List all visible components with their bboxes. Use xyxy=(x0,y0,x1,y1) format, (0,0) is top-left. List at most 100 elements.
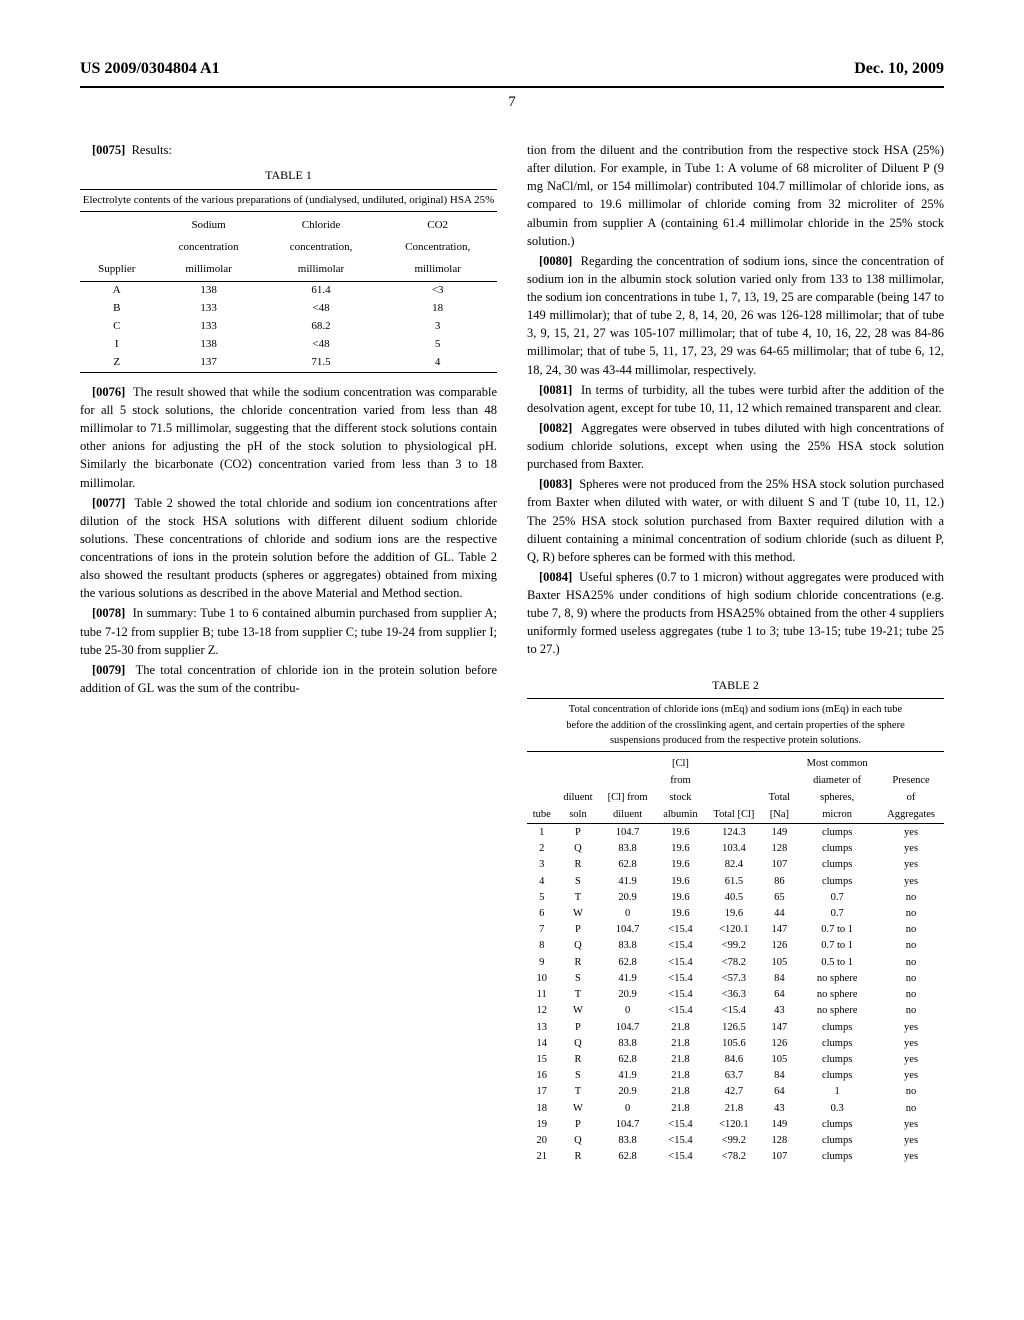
table-cell: <99.2 xyxy=(705,1133,762,1149)
table-cell: P xyxy=(556,1019,599,1035)
table-cell: Q xyxy=(556,1035,599,1051)
table-cell: 65 xyxy=(763,889,797,905)
table-cell: C xyxy=(80,318,154,336)
table-cell: 128 xyxy=(763,1133,797,1149)
table-cell: <48 xyxy=(264,300,379,318)
table-cell: 0.7 to 1 xyxy=(796,922,878,938)
table1-subcaption: Electrolyte contents of the various prep… xyxy=(80,189,497,213)
table-cell: 107 xyxy=(763,857,797,873)
table-cell: 6 xyxy=(527,906,556,922)
table-cell: <15.4 xyxy=(705,1003,762,1019)
table-cell: 104.7 xyxy=(599,922,655,938)
columns-container: [0075] Results: TABLE 1 Electrolyte cont… xyxy=(80,141,944,1165)
table-cell: 21.8 xyxy=(656,1019,705,1035)
table-cell: 86 xyxy=(763,873,797,889)
para-0077: [0077] Table 2 showed the total chloride… xyxy=(80,494,497,603)
table1-header-row2: concentration concentration, Concentrati… xyxy=(80,237,497,259)
table2-body: 1P104.719.6124.3149clumpsyes2Q83.819.610… xyxy=(527,824,944,1165)
table-cell: T xyxy=(556,1084,599,1100)
table-cell: 11 xyxy=(527,987,556,1003)
para-0084: [0084] Useful spheres (0.7 to 1 micron) … xyxy=(527,568,944,659)
table-cell: B xyxy=(80,300,154,318)
table-cell: yes xyxy=(878,1133,944,1149)
table-cell: 84 xyxy=(763,1068,797,1084)
table-cell: 63.7 xyxy=(705,1068,762,1084)
table-cell: clumps xyxy=(796,824,878,841)
table-cell: yes xyxy=(878,1019,944,1035)
para-0079: [0079] The total concentration of chlori… xyxy=(80,661,497,697)
table-row: 15R62.821.884.6105clumpsyes xyxy=(527,1051,944,1067)
table-cell: P xyxy=(556,922,599,938)
header-left: US 2009/0304804 A1 xyxy=(80,60,220,78)
para-0082-text: Aggregates were observed in tubes dilute… xyxy=(527,421,944,471)
table-cell: 17 xyxy=(527,1084,556,1100)
table-cell: 0.7 xyxy=(796,889,878,905)
table-cell: 105 xyxy=(763,1051,797,1067)
page-number: 7 xyxy=(80,94,944,111)
table-cell: clumps xyxy=(796,1035,878,1051)
table-row: 1P104.719.6124.3149clumpsyes xyxy=(527,824,944,841)
para-0080: [0080] Regarding the concentration of so… xyxy=(527,252,944,379)
table-cell: 61.4 xyxy=(264,282,379,300)
para-0084-text: Useful spheres (0.7 to 1 micron) without… xyxy=(527,570,944,657)
table-cell: 126 xyxy=(763,938,797,954)
table-cell: 15 xyxy=(527,1051,556,1067)
table-cell: clumps xyxy=(796,841,878,857)
table-row: B133<4818 xyxy=(80,300,497,318)
table-cell: 68.2 xyxy=(264,318,379,336)
table-cell: 41.9 xyxy=(599,873,655,889)
table-cell: no xyxy=(878,970,944,986)
table-cell: 0.7 to 1 xyxy=(796,938,878,954)
table-cell: yes xyxy=(878,1116,944,1132)
table-cell: 107 xyxy=(763,1149,797,1165)
table-cell: 19 xyxy=(527,1116,556,1132)
table-cell: 20.9 xyxy=(599,889,655,905)
table1-body: A13861.4<3B133<4818C13368.23I138<485Z137… xyxy=(80,282,497,373)
table-cell: no xyxy=(878,1100,944,1116)
table-cell: <15.4 xyxy=(656,987,705,1003)
table-cell: no xyxy=(878,889,944,905)
table-cell: <15.4 xyxy=(656,1149,705,1165)
table-cell: 9 xyxy=(527,954,556,970)
table-cell: yes xyxy=(878,1051,944,1067)
table-row: 14Q83.821.8105.6126clumpsyes xyxy=(527,1035,944,1051)
table-cell: 104.7 xyxy=(599,1116,655,1132)
para-0079-text: The total concentration of chloride ion … xyxy=(80,663,497,695)
table-cell: <36.3 xyxy=(705,987,762,1003)
table-row: 19P104.7<15.4<120.1149clumpsyes xyxy=(527,1116,944,1132)
table-cell: <15.4 xyxy=(656,1116,705,1132)
table-cell: 40.5 xyxy=(705,889,762,905)
table-cell: <15.4 xyxy=(656,922,705,938)
table-cell: 19.6 xyxy=(656,873,705,889)
table-cell: 147 xyxy=(763,1019,797,1035)
table-cell: yes xyxy=(878,1068,944,1084)
para-0081-text: In terms of turbidity, all the tubes wer… xyxy=(527,383,944,415)
table-cell: 0 xyxy=(599,906,655,922)
table-cell: <120.1 xyxy=(705,1116,762,1132)
table-cell: 83.8 xyxy=(599,1133,655,1149)
table1-header-row3: Supplier millimolar millimolar millimola… xyxy=(80,259,497,281)
para-0080-text: Regarding the concentration of sodium io… xyxy=(527,254,944,377)
table-cell: 82.4 xyxy=(705,857,762,873)
table-cell: 19.6 xyxy=(656,824,705,841)
table-row: I138<485 xyxy=(80,336,497,354)
table2-subcaption1: Total concentration of chloride ions (mE… xyxy=(527,698,944,718)
table2-header-r1: [Cl] Most common xyxy=(527,755,944,772)
table2-header-r4: tube soln diluent albumin Total [Cl] [Na… xyxy=(527,806,944,824)
table-row: 2Q83.819.6103.4128clumpsyes xyxy=(527,841,944,857)
table-cell: 19.6 xyxy=(656,906,705,922)
para-0075-text: Results: xyxy=(132,143,172,157)
table-cell: no xyxy=(878,954,944,970)
table-cell: R xyxy=(556,1149,599,1165)
table-cell: 104.7 xyxy=(599,1019,655,1035)
table-cell: 1 xyxy=(527,824,556,841)
table-cell: 41.9 xyxy=(599,970,655,986)
header-divider xyxy=(80,86,944,88)
table-cell: 62.8 xyxy=(599,857,655,873)
table-cell: no xyxy=(878,1003,944,1019)
table-cell: <15.4 xyxy=(656,938,705,954)
para-0083-text: Spheres were not produced from the 25% H… xyxy=(527,477,944,564)
table-row: 6W019.619.6440.7no xyxy=(527,906,944,922)
table-cell: 41.9 xyxy=(599,1068,655,1084)
para-0076-text: The result showed that while the sodium … xyxy=(80,385,497,490)
